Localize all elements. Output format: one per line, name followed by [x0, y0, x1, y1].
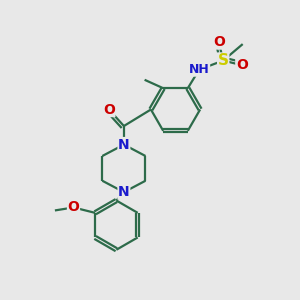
Text: N: N [118, 185, 130, 199]
Text: O: O [103, 103, 115, 116]
Text: O: O [68, 200, 80, 214]
Text: O: O [213, 35, 225, 49]
Text: NH: NH [189, 63, 210, 76]
Text: S: S [218, 53, 229, 68]
Text: O: O [236, 58, 248, 72]
Text: N: N [118, 138, 130, 152]
